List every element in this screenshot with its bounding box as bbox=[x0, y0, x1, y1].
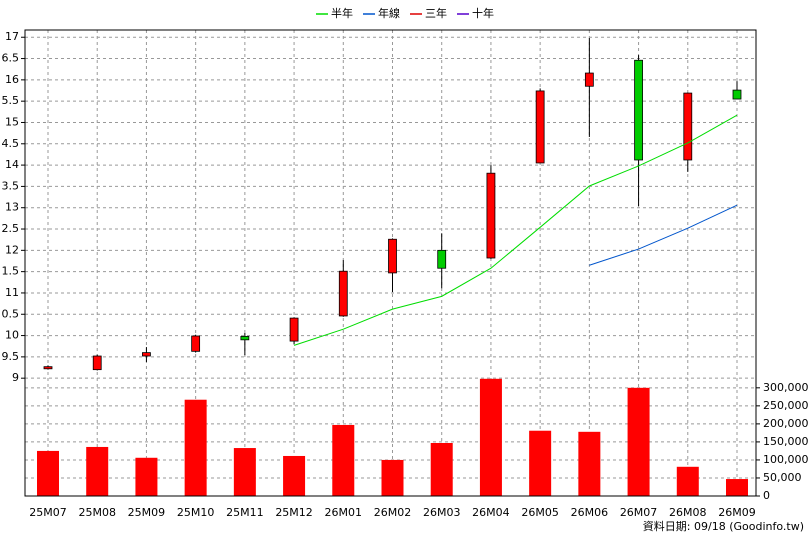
y-tick-label: 6.5 bbox=[2, 52, 20, 65]
candle-body bbox=[732, 89, 742, 100]
legend-label: 三年 bbox=[425, 6, 447, 20]
y2-tick-label: 300,000 bbox=[763, 381, 808, 394]
volume-bar bbox=[726, 479, 748, 496]
y-tick-label: 10 bbox=[5, 329, 19, 342]
y-tick-label: 4.5 bbox=[2, 137, 20, 150]
candle-body bbox=[191, 335, 201, 352]
x-tick-label: 26M09 bbox=[718, 506, 756, 519]
legend-label: 半年 bbox=[331, 6, 353, 20]
volume-bar bbox=[381, 459, 404, 496]
ma-line bbox=[589, 204, 738, 266]
y-tick-label: 2.5 bbox=[2, 222, 20, 235]
candle-body bbox=[338, 270, 348, 317]
x-tick-label: 25M07 bbox=[29, 506, 67, 519]
candle-body bbox=[535, 90, 545, 164]
x-tick-label: 25M12 bbox=[275, 506, 313, 519]
candle-body bbox=[437, 249, 447, 269]
volume-bar bbox=[676, 466, 699, 496]
x-tick-label: 26M02 bbox=[374, 506, 412, 519]
volume-bar bbox=[479, 378, 502, 496]
volume-bar bbox=[233, 448, 256, 496]
y-tick-label: 14 bbox=[5, 158, 19, 171]
volume-bar bbox=[86, 446, 109, 496]
x-tick-label: 26M06 bbox=[571, 506, 609, 519]
volume-bar bbox=[332, 424, 355, 496]
candle-body bbox=[584, 72, 594, 87]
candle-body bbox=[240, 336, 250, 341]
candle-body bbox=[486, 172, 496, 259]
x-tick-label: 25M11 bbox=[226, 506, 264, 519]
y-tick-label: 16 bbox=[5, 73, 19, 86]
y-tick-label: 13 bbox=[5, 201, 19, 214]
volume-bar bbox=[430, 442, 453, 496]
candle-body bbox=[388, 238, 397, 274]
y-tick-label: 0.5 bbox=[2, 307, 20, 320]
candle-body bbox=[43, 366, 53, 370]
x-tick-label: 26M05 bbox=[521, 506, 559, 519]
x-tick-label: 26M04 bbox=[472, 506, 510, 519]
legend-label: 年線 bbox=[378, 6, 400, 20]
y-tick-label: 3.5 bbox=[2, 179, 20, 192]
y2-tick-label: 100,000 bbox=[763, 453, 808, 466]
ma-line bbox=[293, 114, 738, 346]
candle-body bbox=[683, 92, 693, 161]
y-tick-label: 5.5 bbox=[2, 94, 20, 107]
y-tick-label: 1.5 bbox=[2, 265, 20, 278]
volume-bar bbox=[627, 387, 650, 496]
y2-tick-label: 200,000 bbox=[763, 417, 808, 430]
volume-bar bbox=[578, 431, 601, 496]
candle-body bbox=[92, 355, 102, 371]
x-tick-label: 25M08 bbox=[78, 506, 116, 519]
x-tick-label: 25M09 bbox=[128, 506, 166, 519]
volume-bar bbox=[283, 455, 306, 496]
x-tick-label: 26M08 bbox=[669, 506, 707, 519]
y-tick-label: 17 bbox=[5, 30, 19, 43]
y2-tick-label: 250,000 bbox=[763, 399, 808, 412]
volume-bar bbox=[135, 457, 158, 496]
candle-body bbox=[634, 59, 643, 161]
y-tick-label: 11 bbox=[5, 286, 19, 299]
x-tick-label: 26M01 bbox=[325, 506, 363, 519]
y2-tick-label: 0 bbox=[763, 489, 770, 502]
volume-bar bbox=[529, 430, 552, 496]
volume-bar bbox=[184, 399, 207, 496]
y2-tick-label: 50,000 bbox=[763, 471, 802, 484]
y-tick-label: 12 bbox=[5, 243, 19, 256]
x-tick-label: 25M10 bbox=[177, 506, 215, 519]
footer: 資料日期: 09/18 (Goodinfo.tw) bbox=[643, 519, 804, 533]
y-tick-label: 9 bbox=[12, 371, 19, 384]
y-tick-label: 9.5 bbox=[2, 350, 20, 363]
candle-body bbox=[289, 317, 299, 342]
x-tick-label: 26M07 bbox=[620, 506, 658, 519]
y-tick-label: 15 bbox=[5, 115, 19, 128]
candle-body bbox=[142, 352, 151, 357]
y2-tick-label: 150,000 bbox=[763, 435, 808, 448]
volume-bar bbox=[37, 450, 59, 496]
plot-frame bbox=[24, 29, 757, 497]
x-tick-label: 26M03 bbox=[423, 506, 461, 519]
legend-label: 十年 bbox=[472, 6, 494, 20]
